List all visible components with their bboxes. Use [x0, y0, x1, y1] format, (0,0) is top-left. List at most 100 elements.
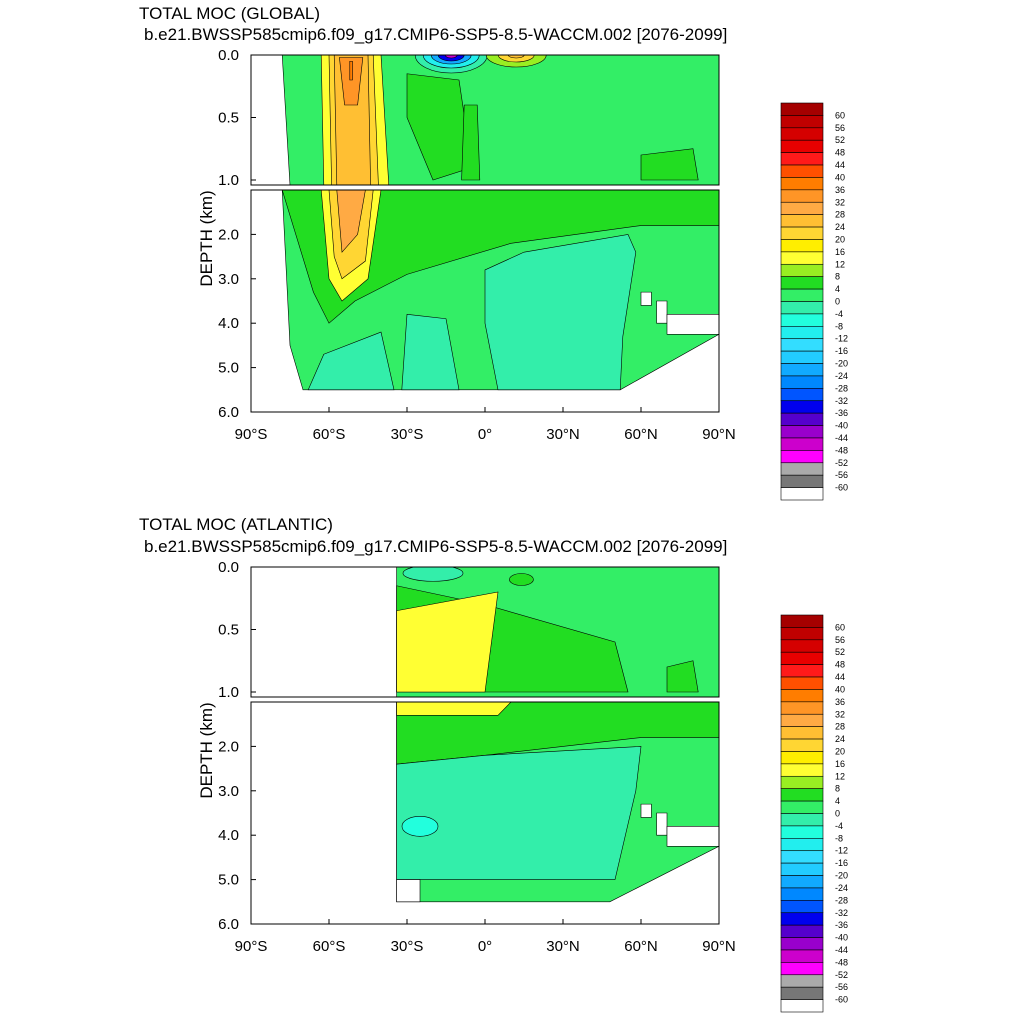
colorbar-label: -44 [835, 433, 848, 443]
colorbar-swatch [780, 924, 824, 938]
x-tick-label: 0° [478, 426, 492, 443]
colorbar-label: -24 [835, 883, 848, 893]
x-tick-label: 90°S [235, 426, 268, 443]
colorbar-label: -56 [835, 470, 848, 480]
colorbar-swatch [780, 900, 824, 914]
chart-title: TOTAL MOC (GLOBAL) [139, 4, 321, 23]
contour-region [281, 55, 719, 185]
positive-cell [666, 660, 699, 693]
colorbar-swatch [780, 288, 824, 302]
land-mask [640, 803, 652, 818]
colorbar-label: 4 [835, 284, 840, 294]
colorbar-swatch [780, 775, 824, 789]
colorbar-swatch [780, 400, 824, 414]
colorbar-label: 12 [835, 771, 845, 781]
colorbar-swatch [780, 102, 824, 116]
colorbar-label: -48 [835, 957, 848, 967]
colorbar-swatch [780, 689, 824, 703]
colorbar-swatch [780, 239, 824, 253]
colorbar-swatch [780, 651, 824, 665]
deep-ocean-plot [281, 190, 719, 391]
positive-cell [396, 702, 512, 716]
colorbar-swatch [780, 462, 824, 476]
colorbar-swatch [780, 701, 824, 715]
x-tick-label: 30°N [546, 938, 580, 955]
x-tick-label: 30°N [546, 426, 580, 443]
positive-cell [396, 591, 499, 693]
y-tick-label: 4.0 [218, 827, 239, 844]
colorbar-swatch [780, 962, 824, 976]
chart-title: TOTAL MOC (ATLANTIC) [139, 515, 333, 534]
colorbar-label: -24 [835, 371, 848, 381]
colorbar-swatch [780, 676, 824, 690]
y-tick-label: 2.0 [218, 738, 239, 755]
upper-ocean-plot [396, 567, 719, 697]
southern-cell [336, 190, 366, 253]
colorbar-swatch [780, 164, 824, 178]
colorbar-label: 40 [835, 172, 845, 182]
colorbar-label: -60 [835, 995, 848, 1005]
y-tick-label: 0.5 [218, 622, 239, 639]
colorbar-swatch [780, 115, 824, 129]
land-mask [666, 826, 719, 847]
y-tick-label: 0.5 [218, 110, 239, 127]
moc-chart: 90°S 60°S 30°S 0° 30°N 60°N 90°N 0.0 0.5 1.0 2.0 3.… [197, 559, 848, 1013]
colorbar-label: 52 [835, 135, 845, 145]
colorbar-swatch [780, 350, 824, 364]
upper-plot-frame [250, 566, 720, 698]
positive-cell [640, 148, 699, 181]
colorbar-swatch [780, 313, 824, 327]
land-mask [396, 879, 421, 903]
colorbar-label: -20 [835, 359, 848, 369]
colorbar: 60565248444036322824201612840-4-8-12-16-… [780, 102, 848, 501]
y-tick-label: 6.0 [218, 916, 239, 933]
colorbar-label: 60 [835, 110, 845, 120]
positive-cell [509, 573, 534, 586]
colorbar-label: -8 [835, 833, 843, 843]
y-tick-label: 4.0 [218, 315, 239, 332]
colorbar-label: 16 [835, 247, 845, 257]
colorbar-label: -16 [835, 346, 848, 356]
colorbar-label: -56 [835, 982, 848, 992]
colorbar-label: 8 [835, 272, 840, 282]
negative-cell [396, 746, 642, 880]
x-tick-label: 90°S [235, 938, 268, 955]
colorbar-swatch [780, 201, 824, 215]
negative-cell-core [401, 816, 439, 837]
colorbar-swatch [780, 999, 824, 1013]
chart-subtitle: b.e21.BWSSP585cmip6.f09_g17.CMIP6-SSP5-8… [144, 537, 728, 556]
y-tick-label: 0.0 [218, 47, 239, 64]
upper-plot-frame [250, 54, 720, 186]
colorbar-label: 36 [835, 185, 845, 195]
negative-cell [402, 567, 464, 582]
positive-cell [461, 104, 481, 181]
colorbar-swatch [780, 639, 824, 653]
colorbar-swatch [780, 850, 824, 864]
colorbar-label: 40 [835, 684, 845, 694]
colorbar-label: -36 [835, 920, 848, 930]
colorbar-swatch [780, 875, 824, 889]
colorbar-swatch [780, 614, 824, 628]
land-mask [656, 300, 668, 324]
colorbar-label: -48 [835, 445, 848, 455]
colorbar-swatch [780, 375, 824, 389]
colorbar-swatch [780, 338, 824, 352]
colorbar-swatch [780, 301, 824, 315]
land-mask [666, 314, 719, 335]
positive-cell-core [507, 55, 525, 59]
y-tick-label: 1.0 [218, 172, 239, 189]
colorbar-label: -32 [835, 396, 848, 406]
colorbar-label: -40 [835, 933, 848, 943]
colorbar-label: 0 [835, 809, 840, 819]
colorbar-label: 28 [835, 210, 845, 220]
positive-cell [281, 190, 719, 324]
colorbar-swatch [780, 738, 824, 752]
colorbar-swatch [780, 912, 824, 926]
southern-cell-core [339, 57, 364, 106]
global-moc-panel: TOTAL MOC (GLOBAL) b.e21.BWSSP585cmip6.f… [139, 4, 848, 501]
y-axis-label: DEPTH (km) [197, 702, 216, 798]
colorbar-swatch [780, 862, 824, 876]
x-tick-label: 0° [478, 938, 492, 955]
colorbar-swatch [780, 887, 824, 901]
negative-cell [401, 313, 460, 391]
